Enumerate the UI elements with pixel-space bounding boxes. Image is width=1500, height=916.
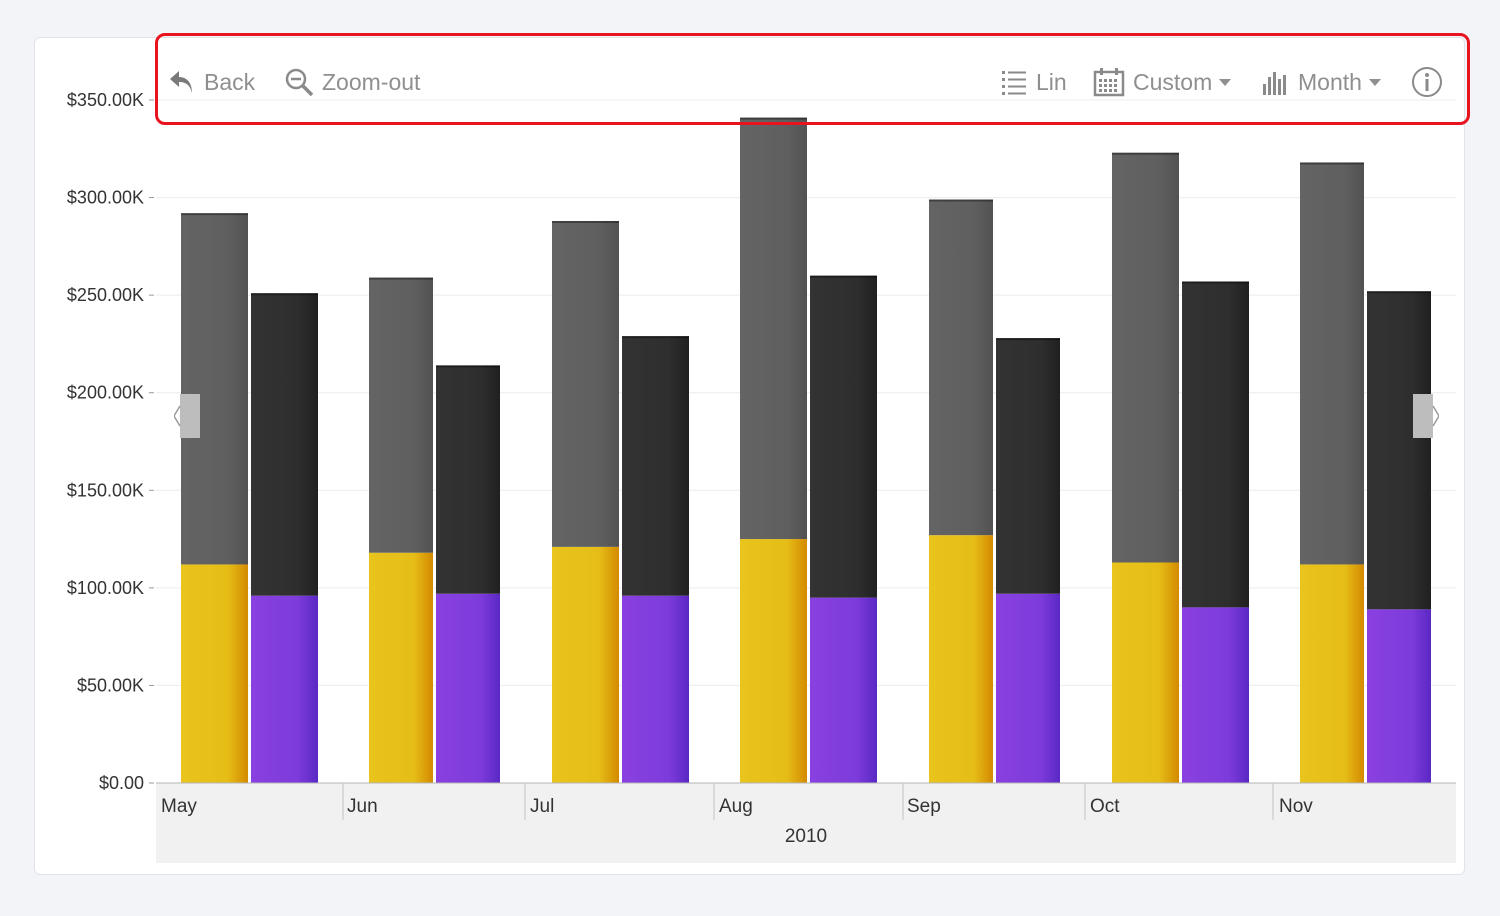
bar-segment-series1-bottom[interactable]	[929, 535, 993, 783]
bar-segment-series2-bottom[interactable]	[1182, 607, 1249, 783]
list-icon	[1002, 71, 1026, 95]
y-tick-label: $0.00	[99, 773, 144, 793]
chevron-down-icon	[1219, 78, 1232, 86]
x-tick-label: Sep	[907, 796, 941, 817]
bar-segment-series1-bottom[interactable]	[369, 552, 433, 783]
y-tick-label: $150.00K	[67, 480, 144, 500]
zoom-out-icon	[285, 68, 314, 97]
bar-segment-series1-bottom[interactable]	[552, 546, 619, 783]
x-tick-label: Jun	[347, 796, 378, 817]
y-tick-label: $300.00K	[67, 188, 144, 208]
bar-segment-series1-top[interactable]	[1112, 152, 1179, 563]
y-tick-label: $100.00K	[67, 578, 144, 598]
x-tick-label: May	[161, 796, 197, 817]
bar-segment-series1-bottom[interactable]	[181, 564, 248, 783]
bar-segment-series1-bottom[interactable]	[1112, 562, 1179, 783]
y-axis: $0.00 $50.00K $100.00K $150.00K $200.00K $250…	[67, 90, 154, 793]
calendar-icon	[1093, 68, 1125, 97]
x-tick-label: Oct	[1090, 796, 1120, 817]
scale-toggle[interactable]: Lin	[1000, 65, 1067, 99]
bar-segment-series1-bottom[interactable]	[1300, 564, 1364, 783]
bar-segment-series2-top[interactable]	[1367, 291, 1431, 610]
bar-chart-icon	[1263, 72, 1286, 95]
back-arrow-icon	[170, 71, 192, 93]
scroll-right-button[interactable]	[1413, 394, 1440, 438]
chart-toolbar	[155, 33, 1470, 125]
bar-segment-series2-top[interactable]	[436, 365, 500, 594]
x-tick-label: Nov	[1279, 796, 1313, 817]
chevron-left-icon	[173, 394, 200, 438]
bar-segment-series2-top[interactable]	[810, 275, 877, 598]
bar-segment-series2-top[interactable]	[622, 336, 689, 596]
info-button[interactable]	[1411, 65, 1443, 99]
interval-label: Month	[1298, 68, 1362, 95]
x-axis-year-label: 2010	[785, 826, 827, 847]
x-axis-band	[156, 783, 1456, 863]
bar-segment-series1-top[interactable]	[369, 277, 433, 553]
bar-segment-series1-top[interactable]	[181, 213, 248, 565]
bar-segment-series2-bottom[interactable]	[996, 593, 1060, 783]
scroll-left-button[interactable]	[173, 394, 200, 438]
bar-segment-series1-top[interactable]	[929, 199, 993, 536]
x-tick-label: Aug	[719, 796, 753, 817]
bar-segment-series1-bottom[interactable]	[740, 539, 807, 783]
y-tick-label: $250.00K	[67, 285, 144, 305]
chevron-down-icon	[1368, 78, 1381, 86]
bar-segment-series2-top[interactable]	[251, 293, 318, 596]
scale-label: Lin	[1036, 68, 1067, 95]
bar-segment-series2-top[interactable]	[1182, 281, 1249, 608]
bar-segment-series2-bottom[interactable]	[810, 597, 877, 783]
y-tick-label: $350.00K	[67, 90, 144, 110]
bar-segment-series2-bottom[interactable]	[622, 595, 689, 783]
interval-dropdown[interactable]: Month	[1262, 65, 1381, 99]
bar-segment-series1-top[interactable]	[552, 220, 619, 547]
back-button[interactable]: Back	[168, 65, 255, 99]
bar-segment-series2-top[interactable]	[996, 338, 1060, 594]
bars	[181, 117, 1431, 783]
x-tick-label: Jul	[530, 796, 554, 817]
bar-segment-series1-top[interactable]	[1300, 162, 1364, 565]
zoom-out-label: Zoom-out	[322, 68, 421, 95]
bar-segment-series2-bottom[interactable]	[251, 595, 318, 783]
y-tick-label: $50.00K	[77, 675, 144, 695]
back-label: Back	[204, 68, 256, 95]
info-icon	[1412, 67, 1442, 97]
chevron-right-icon	[1413, 394, 1440, 438]
period-dropdown[interactable]: Custom	[1093, 65, 1232, 99]
y-tick-label: $200.00K	[67, 383, 144, 403]
period-label: Custom	[1133, 68, 1213, 95]
x-axis: May Jun Jul Aug Sep Oct Nov	[156, 782, 1456, 820]
bar-segment-series2-bottom[interactable]	[1367, 609, 1431, 783]
bar-segment-series2-bottom[interactable]	[436, 593, 500, 783]
zoom-out-button[interactable]: Zoom-out	[284, 65, 420, 99]
bar-segment-series1-top[interactable]	[740, 117, 807, 540]
